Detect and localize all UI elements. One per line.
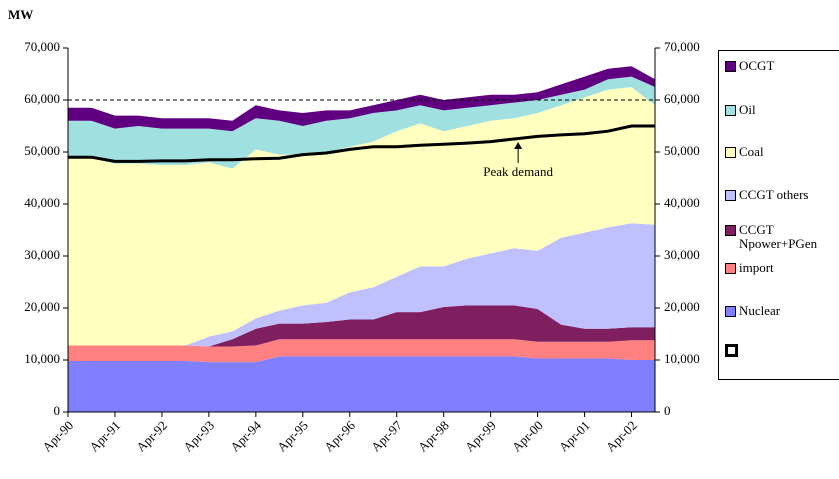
legend-swatch [725, 61, 736, 72]
legend-swatch [725, 306, 736, 317]
y2-tick-label: 60,000 [664, 91, 700, 106]
legend-item: CCGT Npower+PGen [725, 223, 835, 251]
legend-swatch [725, 225, 736, 236]
annotation-arrowhead [514, 142, 523, 149]
legend-label: Oil [739, 102, 756, 117]
x-tick-label: Apr-92 [133, 418, 170, 455]
x-tick-label: Apr-94 [227, 417, 264, 454]
area [68, 87, 655, 346]
legend-label: OCGT [739, 58, 775, 73]
y-tick-label: 60,000 [24, 91, 60, 106]
legend-label: import [739, 260, 774, 275]
legend-item: Oil [725, 103, 835, 117]
y-tick-label: 10,000 [24, 351, 60, 366]
area [68, 223, 655, 347]
x-tick-label: Apr-97 [368, 417, 405, 454]
y2-tick-label: 20,000 [664, 299, 700, 314]
legend-item: Nuclear [725, 304, 835, 318]
y2-tick-label: 70,000 [664, 39, 700, 54]
x-tick-label: Apr-95 [274, 418, 311, 455]
legend-marker [725, 344, 738, 357]
x-tick-label: Apr-96 [321, 417, 358, 454]
area [68, 76, 655, 169]
y-tick-label: 30,000 [24, 247, 60, 262]
legend-swatch [725, 263, 736, 274]
y-tick-label: 50,000 [24, 143, 60, 158]
y-tick-label: 40,000 [24, 195, 60, 210]
x-tick-label: Apr-98 [415, 418, 452, 455]
legend-swatch [725, 190, 736, 201]
legend-item: import [725, 261, 835, 275]
x-tick-label: Apr-91 [86, 418, 123, 455]
x-tick-label: Apr-01 [556, 418, 593, 455]
y2-tick-label: 50,000 [664, 143, 700, 158]
legend-swatch [725, 105, 736, 116]
peak-demand-line [68, 124, 655, 163]
x-tick-label: Apr-93 [180, 418, 217, 455]
annotation: Peak demand [483, 164, 553, 179]
x-tick-label: Apr-90 [39, 418, 76, 455]
area [68, 339, 655, 363]
area [68, 305, 655, 347]
legend-label: Nuclear [739, 303, 781, 318]
y2-tick-label: 40,000 [664, 195, 700, 210]
legend-label: CCGT others [739, 187, 809, 202]
legend-label: Coal [739, 144, 764, 159]
legend-item: Coal [725, 145, 835, 159]
y-tick-label: 70,000 [24, 39, 60, 54]
legend: OCGT Oil Coal CCGT others CCGT Npower+PGen im… [718, 50, 839, 380]
area [68, 356, 655, 412]
y-axis-label: MW [8, 7, 33, 22]
y2-tick-label: 10,000 [664, 351, 700, 366]
legend-item: OCGT [725, 59, 835, 73]
y-tick-label: 0 [54, 403, 61, 418]
y2-tick-label: 30,000 [664, 247, 700, 262]
legend-item: CCGT others [725, 188, 835, 202]
y-tick-label: 20,000 [24, 299, 60, 314]
legend-swatch [725, 147, 736, 158]
y2-tick-label: 0 [664, 403, 671, 418]
x-tick-label: Apr-00 [509, 418, 546, 455]
legend-label: CCGT Npower+PGen [739, 222, 818, 251]
x-tick-label: Apr-99 [462, 418, 499, 455]
x-tick-label: Apr-02 [603, 418, 640, 455]
area [68, 66, 655, 132]
